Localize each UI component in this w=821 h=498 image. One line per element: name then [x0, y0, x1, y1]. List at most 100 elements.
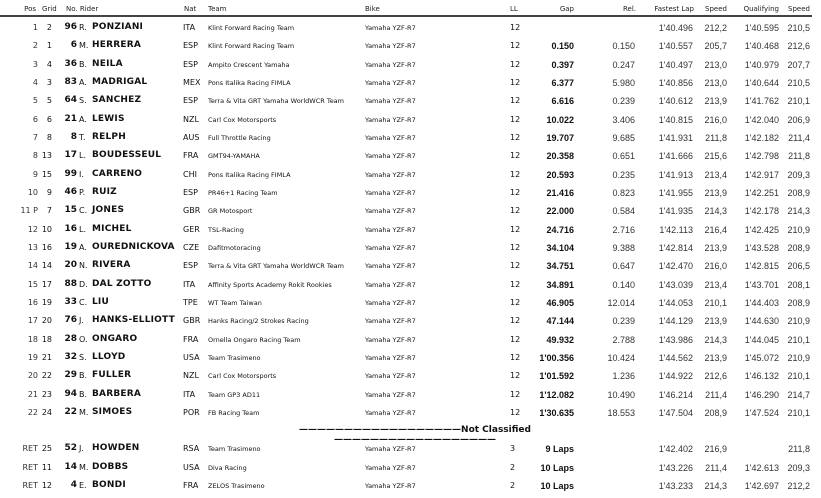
- result-row: 6 6 21 A. LEWIS NZL Carl Cox Motorsports Yamaha…: [0, 112, 821, 128]
- cell-team: PR46+1 Racing Team: [208, 188, 278, 197]
- cell-fastest: 1'41.913: [658, 169, 693, 180]
- result-row: 18 18 28 O. ONGARO FRA Ornella Ongaro Racing T…: [0, 332, 821, 348]
- cell-team: TSL-Racing: [208, 225, 244, 234]
- cell-fastest: 1'40.557: [658, 41, 693, 52]
- cell-fastest: 1'47.504: [658, 407, 693, 418]
- cell-speed: 211,4: [705, 389, 727, 400]
- cell-initial: A.: [79, 114, 87, 124]
- result-row: 2 1 6 M. HERRERA ESP Klint Forward Racing Team…: [0, 38, 821, 54]
- cell-surname: JONES: [92, 205, 125, 216]
- cell-team: Terra & Vita GRT Yamaha WorldWCR Team: [208, 97, 345, 106]
- cell-ll: 12: [510, 151, 521, 161]
- cell-bike: Yamaha YZF-R7: [365, 133, 416, 142]
- cell-bike: Yamaha YZF-R7: [365, 97, 416, 106]
- cell-qspeed: 209,3: [787, 462, 810, 473]
- cell-bike: Yamaha YZF-R7: [365, 188, 416, 197]
- cell-grid: 16: [41, 242, 52, 252]
- cell-nat: ITA: [183, 279, 196, 289]
- cell-initial: S.: [79, 352, 87, 362]
- cell-speed: 212,6: [704, 371, 727, 382]
- cell-fastest: 1'44.129: [658, 316, 693, 327]
- cell-gap: 1'12.082: [539, 389, 574, 400]
- cell-gap: 20.593: [546, 169, 574, 180]
- result-row: RET 12 4 E. BONDI FRA ZELOS Trasimeno Yamaha YZ…: [0, 478, 821, 494]
- cell-no: 8: [70, 131, 77, 142]
- cell-qual: 1'42.182: [744, 132, 779, 143]
- cell-bike: Yamaha YZF-R7: [365, 207, 416, 216]
- cell-team: Terra & Vita GRT Yamaha WorldWCR Team: [208, 262, 345, 271]
- cell-qspeed: 206,9: [787, 114, 810, 125]
- cell-team: FB Racing Team: [208, 408, 260, 417]
- cell-grid: 6: [46, 114, 52, 124]
- cell-team: GR Motosport: [208, 207, 253, 216]
- cell-rel: 10.490: [607, 389, 635, 400]
- cell-speed: 216,0: [704, 261, 727, 272]
- cell-pos: 7: [32, 132, 38, 142]
- cell-rel: 1.236: [612, 371, 635, 382]
- cell-bike: Yamaha YZF-R7: [365, 353, 416, 362]
- cell-fastest: 1'41.955: [658, 187, 693, 198]
- cell-no: 94: [64, 388, 77, 399]
- cell-bike: Yamaha YZF-R7: [365, 24, 416, 32]
- cell-rel: 0.150: [612, 41, 635, 52]
- cell-pos: 1: [32, 23, 38, 32]
- cell-surname: HOWDEN: [92, 443, 140, 453]
- cell-pos: 21: [27, 389, 38, 399]
- result-row: 3 4 36 B. NEILA ESP Ampito Crescent Yamaha Yama…: [0, 57, 821, 73]
- cell-gap: 1'30.635: [539, 407, 574, 418]
- cell-qspeed: 208,9: [787, 242, 810, 253]
- header-bike: Bike: [365, 5, 380, 13]
- cell-initial: R.: [79, 23, 87, 32]
- cell-pos: 3: [32, 59, 38, 69]
- cell-fastest: 1'43.039: [658, 279, 693, 290]
- cell-ll: 12: [510, 41, 521, 51]
- cell-speed: 208,9: [704, 407, 727, 418]
- cell-ll: 12: [510, 206, 521, 216]
- cell-fastest: 1'43.986: [658, 334, 693, 345]
- cell-bike: Yamaha YZF-R7: [365, 335, 416, 344]
- header-nat: Nat: [184, 5, 197, 13]
- cell-bike: Yamaha YZF-R7: [365, 78, 416, 87]
- cell-pos: 19: [27, 352, 38, 362]
- cell-fastest: 1'44.562: [658, 352, 693, 363]
- result-row: 14 14 20 N. RIVERA ESP Terra & Vita GRT Yamaha…: [0, 258, 821, 274]
- cell-speed: 213,9: [704, 316, 727, 327]
- cell-gap: 22.000: [546, 206, 574, 217]
- cell-pos: 18: [27, 334, 38, 344]
- cell-grid: 4: [46, 59, 52, 69]
- cell-ll: 12: [510, 261, 521, 271]
- result-row: 10 9 46 P. RUIZ ESP PR46+1 Racing Team Yamaha Y…: [0, 185, 821, 201]
- cell-qual: 1'42.613: [744, 462, 779, 473]
- cell-gap: 34.751: [546, 261, 574, 272]
- cell-rel: 9.685: [612, 132, 635, 143]
- cell-nat: FRA: [183, 151, 199, 161]
- cell-nat: TPE: [183, 297, 198, 307]
- cell-qspeed: 210,5: [787, 23, 810, 33]
- cell-no: 19: [64, 241, 77, 252]
- cell-speed: 215,6: [704, 151, 727, 162]
- header-no-rider: No. Rider: [66, 5, 99, 13]
- cell-grid: 19: [41, 297, 52, 307]
- cell-qual: 1'42.798: [744, 151, 779, 162]
- cell-qspeed: 212,6: [787, 41, 810, 52]
- cell-team: Klint Forward Racing Team: [208, 24, 295, 32]
- cell-rel: 3.406: [612, 114, 635, 125]
- cell-team: WT Team Taiwan: [208, 298, 262, 307]
- header-pos: Pos: [24, 5, 36, 13]
- cell-grid: 11: [41, 462, 52, 472]
- cell-rel: 18.553: [607, 407, 635, 418]
- cell-gap: 6.377: [551, 77, 574, 88]
- cell-gap: 10 Laps: [540, 481, 574, 491]
- cell-no: 46: [64, 186, 77, 197]
- cell-qual: 1'42.815: [744, 261, 779, 272]
- cell-ll: 12: [510, 279, 521, 289]
- cell-grid: 13: [41, 151, 52, 161]
- cell-surname: MICHEL: [92, 223, 132, 234]
- cell-nat: NZL: [183, 114, 199, 124]
- cell-qual: 1'44.403: [744, 297, 779, 308]
- cell-ll: 12: [510, 132, 521, 142]
- cell-ll: 2: [510, 462, 516, 472]
- cell-bike: Yamaha YZF-R7: [365, 390, 416, 399]
- cell-ll: 12: [510, 371, 521, 381]
- cell-grid: 18: [41, 334, 52, 344]
